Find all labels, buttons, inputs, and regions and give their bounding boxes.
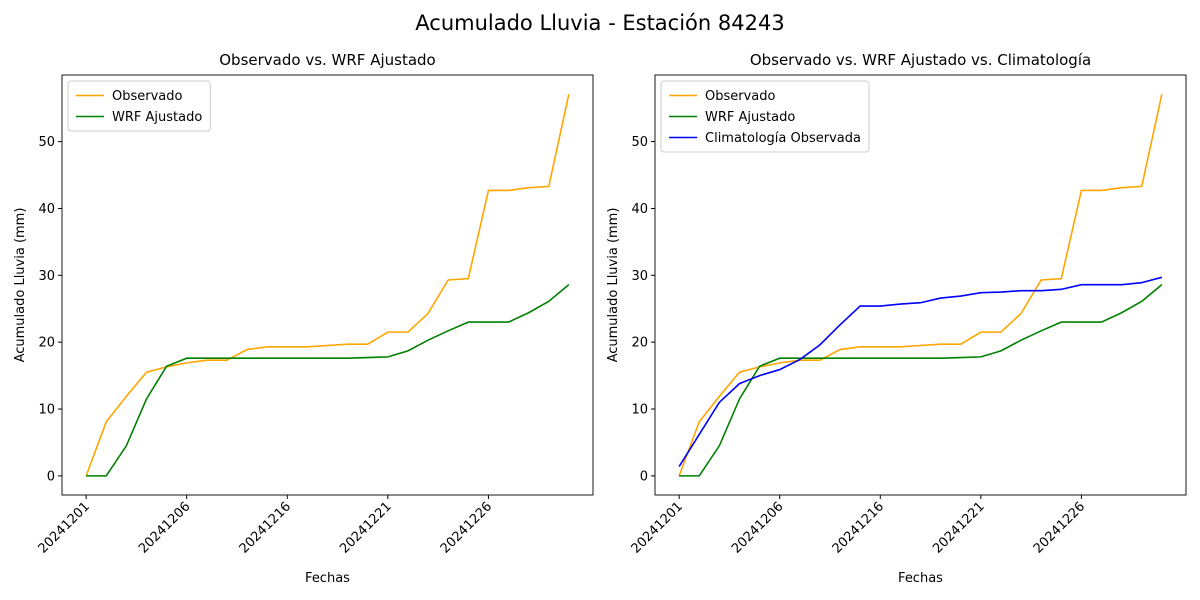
y-tick-label: 20 bbox=[38, 336, 55, 351]
y-tick-label: 40 bbox=[631, 202, 648, 217]
legend-label: WRF Ajustado bbox=[112, 110, 202, 125]
x-axis-label: Fechas bbox=[898, 571, 943, 586]
x-tick-label: 20241206 bbox=[136, 499, 193, 556]
y-tick-label: 20 bbox=[631, 336, 648, 351]
figure-title: Acumulado Lluvia - Estación 84243 bbox=[415, 11, 784, 35]
y-tick-label: 30 bbox=[631, 269, 648, 284]
x-tick-label: 20241206 bbox=[729, 499, 786, 556]
legend-label: Climatología Observada bbox=[705, 131, 861, 146]
legend: Observado WRF Ajustado Climatología Observ… bbox=[660, 80, 870, 153]
y-tick-label: 0 bbox=[640, 469, 648, 484]
legend-label: Observado bbox=[112, 89, 183, 104]
y-tick-label: 40 bbox=[38, 202, 55, 217]
x-tick-label: 20241221 bbox=[337, 499, 394, 556]
data-line bbox=[85, 93, 570, 477]
x-tick-label: 20241216 bbox=[830, 499, 887, 556]
y-axis-label: Acumulado Lluvia (mm) bbox=[13, 208, 28, 363]
y-axis-label: Acumulado Lluvia (mm) bbox=[606, 208, 621, 363]
y-tick-label: 30 bbox=[38, 269, 55, 284]
y-tick-label: 50 bbox=[631, 135, 648, 150]
legend-box bbox=[67, 80, 211, 132]
plot-frame bbox=[61, 74, 594, 496]
data-line bbox=[86, 284, 570, 477]
legend-label: Observado bbox=[705, 89, 776, 104]
plot-frame bbox=[654, 74, 1187, 496]
x-tick-label: 20241226 bbox=[438, 499, 495, 556]
x-tick-label: 20241201 bbox=[629, 499, 686, 556]
data-line bbox=[678, 276, 1163, 467]
x-tick-label: 20241216 bbox=[237, 499, 294, 556]
chart-title: Observado vs. WRF Ajustado vs. Climatolo… bbox=[750, 51, 1091, 69]
y-tick-label: 10 bbox=[38, 403, 55, 418]
y-tick-label: 0 bbox=[47, 469, 55, 484]
legend-label: WRF Ajustado bbox=[705, 110, 795, 125]
chart-title: Observado vs. WRF Ajustado bbox=[219, 51, 435, 69]
x-tick-label: 20241201 bbox=[36, 499, 93, 556]
x-tick-label: 20241221 bbox=[930, 499, 987, 556]
x-axis-label: Fechas bbox=[305, 571, 350, 586]
y-tick-label: 10 bbox=[631, 403, 648, 418]
x-tick-label: 20241226 bbox=[1031, 499, 1088, 556]
legend: Observado WRF Ajustado bbox=[67, 80, 211, 132]
y-tick-label: 50 bbox=[38, 135, 55, 150]
legend-box bbox=[660, 80, 870, 153]
data-line bbox=[679, 284, 1163, 477]
